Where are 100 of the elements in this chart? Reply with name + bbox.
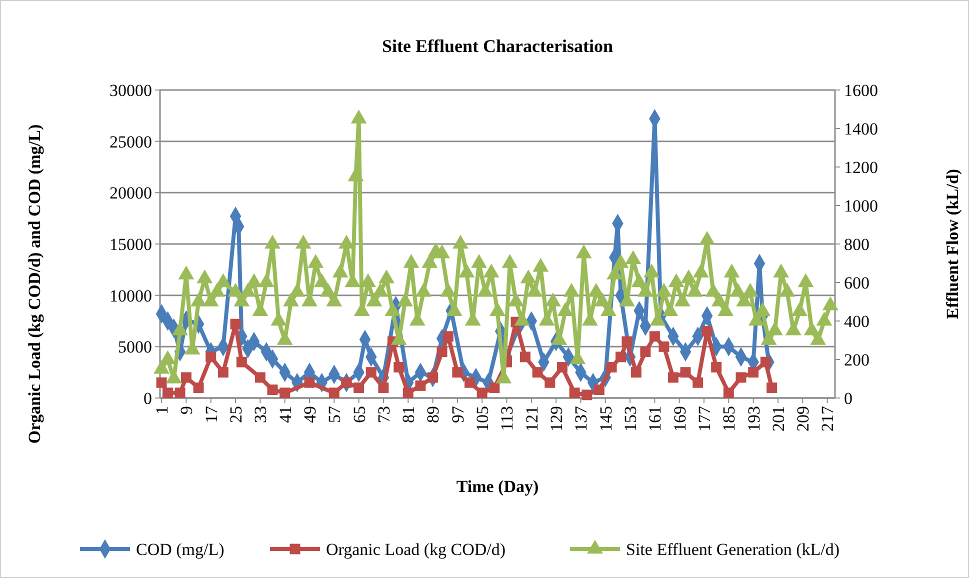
x-tick-label: 153	[620, 406, 640, 432]
point	[606, 362, 617, 372]
point	[394, 362, 404, 372]
x-tick-label: 49	[300, 406, 320, 423]
point	[582, 390, 592, 400]
x-tick-label: 185	[720, 406, 739, 432]
point	[520, 352, 530, 362]
point	[464, 377, 476, 388]
x-tick-label: 33	[251, 406, 270, 423]
x-tick-label: 65	[350, 406, 369, 423]
x-tick-label: 209	[794, 406, 813, 432]
legend-label: COD (mg/L)	[136, 540, 224, 559]
y2-tick-label: 1600	[844, 80, 878, 100]
point	[156, 377, 167, 388]
point	[702, 326, 712, 337]
y2-tick-label: 1200	[844, 158, 878, 177]
point	[280, 388, 290, 398]
x-tick-label: 57	[325, 406, 344, 423]
point	[366, 367, 376, 378]
point	[489, 382, 500, 393]
point	[680, 367, 691, 378]
x-axis-title: Time (Day)	[456, 477, 539, 496]
point	[616, 352, 626, 362]
x-tick-label: 25	[226, 406, 246, 423]
point	[206, 352, 216, 362]
y2-tick-label: 200	[844, 350, 870, 370]
y-tick-label: 0	[144, 388, 152, 408]
x-tick-label: 9	[177, 406, 196, 414]
x-tick-label: 129	[547, 406, 566, 432]
y2-tick-label: 600	[844, 273, 870, 292]
x-tick-label: 105	[473, 406, 492, 432]
point	[476, 388, 488, 398]
point	[649, 331, 660, 342]
y2-tick-label: 800	[844, 234, 870, 254]
point	[304, 377, 315, 388]
point	[180, 372, 192, 383]
point	[328, 388, 340, 398]
point	[415, 380, 426, 391]
point	[218, 367, 228, 378]
point	[162, 388, 173, 398]
x-tick-label: 121	[522, 406, 542, 432]
point	[630, 367, 642, 378]
point	[622, 336, 632, 347]
x-tick-label: 161	[646, 406, 665, 432]
point	[748, 367, 759, 378]
point	[236, 356, 247, 368]
point	[532, 367, 543, 378]
point	[452, 367, 463, 378]
point	[736, 372, 746, 383]
x-tick-label: 137	[572, 406, 591, 432]
point	[402, 388, 414, 398]
point	[378, 382, 389, 393]
x-tick-label: 169	[670, 406, 690, 432]
point	[174, 388, 186, 398]
point	[267, 384, 278, 396]
point	[668, 372, 678, 383]
y-tick-label: 25000	[110, 132, 152, 152]
point	[193, 382, 204, 393]
x-tick-label: 73	[374, 406, 394, 423]
y-tick-label: 10000	[110, 286, 152, 306]
x-tick-label: 89	[424, 406, 443, 423]
point	[569, 388, 580, 398]
y2-tick-label: 0	[844, 388, 852, 408]
legend-label: Organic Load (kg COD/d)	[326, 540, 506, 559]
x-tick-label: 145	[596, 406, 616, 432]
point	[640, 346, 651, 358]
y-tick-label: 30000	[110, 80, 152, 100]
point	[354, 382, 364, 393]
legend-label: Site Effluent Generation (kL/d)	[626, 540, 840, 559]
point	[544, 377, 556, 388]
point	[556, 362, 568, 372]
x-tick-label: 81	[399, 406, 418, 423]
x-tick-label: 17	[202, 406, 221, 423]
y-tick-label: 5000	[118, 338, 152, 357]
x-tick-label: 177	[694, 406, 714, 432]
x-tick-label: 113	[498, 406, 517, 431]
x-tick-label: 97	[448, 406, 468, 423]
x-tick-label: 41	[276, 406, 295, 423]
x-tick-label: 1	[152, 406, 172, 414]
point	[723, 388, 734, 398]
chart-title: Site Effluent Characterisation	[382, 36, 613, 56]
point	[436, 346, 448, 358]
point	[760, 356, 771, 368]
y2-tick-label: 1000	[844, 196, 878, 216]
x-tick-label: 193	[744, 406, 764, 432]
point	[711, 362, 722, 372]
point	[692, 377, 704, 388]
y2-axis-title: Effluent Flow (kL/d)	[943, 168, 962, 320]
y2-tick-label: 400	[844, 312, 870, 331]
x-tick-label: 201	[768, 406, 788, 432]
x-tick-label: 217	[818, 406, 838, 432]
point	[442, 331, 454, 342]
point	[766, 382, 778, 393]
point	[594, 384, 604, 396]
y2-tick-label: 1400	[844, 119, 878, 138]
point	[254, 372, 266, 383]
point	[658, 341, 670, 352]
point	[230, 318, 241, 330]
y-tick-label: 15000	[110, 234, 152, 254]
y-tick-label: 20000	[110, 184, 152, 203]
